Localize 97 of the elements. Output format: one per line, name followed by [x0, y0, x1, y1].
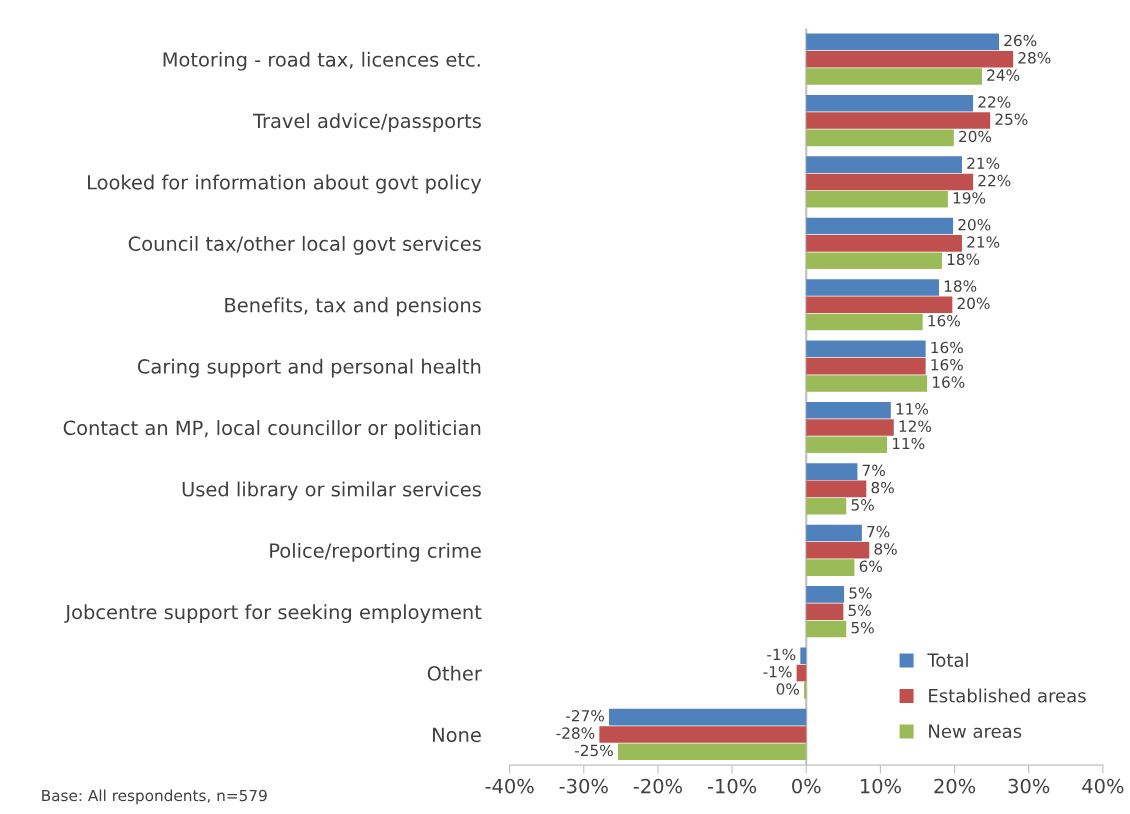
bar — [806, 173, 974, 191]
data-label: 20% — [958, 218, 991, 231]
y-tick-label: None — [433, 727, 481, 743]
bar — [806, 68, 983, 85]
x-tick-label: 20% — [934, 778, 976, 794]
bar — [609, 708, 807, 726]
data-label: -25% — [575, 744, 613, 757]
data-label: -27% — [566, 710, 604, 722]
bar — [800, 647, 807, 665]
bar — [806, 401, 891, 419]
y-tick-label: Contact an MP, local councillor or politician — [63, 420, 481, 439]
data-label: 22% — [978, 174, 1011, 187]
bar — [617, 743, 807, 761]
y-tick-label: Motoring - road tax, licences etc. — [163, 51, 480, 71]
data-label: 6% — [859, 560, 883, 573]
data-label: 26% — [1004, 34, 1037, 47]
y-tick-label: Used library or similar services — [182, 481, 481, 501]
bar — [796, 664, 807, 682]
bar — [806, 279, 939, 296]
bar — [806, 50, 1014, 68]
bar — [806, 33, 1000, 51]
data-label: 18% — [944, 280, 977, 292]
data-label: -1% — [763, 665, 792, 678]
data-label: 0% — [776, 683, 800, 695]
bar — [806, 112, 991, 129]
data-label: 5% — [849, 587, 872, 599]
legend-label: New areas — [929, 724, 1022, 739]
bar — [806, 190, 948, 208]
bar — [806, 235, 962, 252]
bar — [806, 463, 858, 480]
data-label: 5% — [851, 499, 874, 511]
data-label: -1% — [767, 648, 796, 661]
data-label: 7% — [862, 464, 885, 477]
x-tick-label: 30% — [1008, 778, 1050, 794]
data-label: -28% — [556, 727, 595, 739]
bar — [806, 559, 855, 576]
bar — [806, 480, 867, 498]
y-tick-label: Travel advice/passports — [252, 113, 481, 132]
bar — [806, 436, 888, 454]
x-tick-label: 0% — [792, 778, 821, 794]
bar — [806, 419, 894, 436]
x-tick-label: -10% — [707, 778, 757, 794]
data-label: 8% — [871, 481, 894, 494]
data-label: 11% — [892, 437, 925, 450]
x-tick-label: -40% — [485, 778, 534, 794]
bar — [806, 542, 870, 559]
bar — [806, 129, 954, 147]
bar — [806, 497, 847, 515]
bar — [806, 156, 962, 173]
x-tick-label: 10% — [860, 778, 901, 794]
legend-label: Established areas — [929, 688, 1086, 703]
data-label: 16% — [932, 376, 965, 388]
bar — [806, 357, 926, 375]
bar — [599, 726, 807, 743]
data-label: 7% — [867, 525, 890, 538]
bar — [806, 375, 928, 392]
y-tick-label: Jobcentre support for seeking employment — [64, 604, 482, 624]
x-tick-label: 40% — [1082, 778, 1124, 794]
data-label: 16% — [928, 314, 960, 327]
data-label: 24% — [987, 69, 1020, 81]
y-tick-label: Looked for information about govt policy — [88, 174, 482, 194]
y-tick-label: Police/reporting crime — [270, 542, 481, 562]
bar — [806, 586, 845, 603]
data-label: 28% — [1018, 52, 1051, 64]
bar — [806, 340, 926, 358]
bar — [806, 94, 974, 112]
y-tick-label: Caring support and personal health — [137, 358, 481, 378]
data-label: 21% — [967, 157, 1000, 170]
data-label: 16% — [931, 359, 963, 371]
bar — [806, 524, 862, 542]
data-label: 8% — [874, 543, 897, 555]
legend-label: Total — [927, 653, 968, 667]
y-tick-label: Benefits, tax and pensions — [225, 297, 481, 317]
data-label: 12% — [899, 420, 932, 432]
y-tick-label: Council tax/other local govt services — [128, 235, 481, 255]
bar — [806, 620, 847, 638]
y-tick-label: Other — [427, 665, 482, 681]
data-label: 22% — [978, 96, 1011, 108]
bar — [806, 313, 923, 331]
text: Base: All respondents, n=579 — [42, 789, 267, 805]
data-label: 16% — [931, 341, 963, 354]
data-label: 25% — [995, 113, 1028, 126]
data-label: 5% — [851, 621, 874, 634]
data-label: 20% — [959, 130, 992, 143]
x-tick-label: -30% — [559, 778, 608, 794]
data-label: 5% — [848, 604, 871, 617]
data-label: 11% — [896, 403, 929, 415]
data-label: 20% — [957, 297, 990, 310]
data-label: 21% — [967, 236, 1000, 248]
x-tick-label: -20% — [633, 778, 682, 794]
data-label: 18% — [947, 253, 980, 266]
bar — [806, 296, 953, 314]
data-label: 19% — [953, 192, 986, 204]
bar — [806, 603, 844, 620]
bar — [804, 682, 807, 699]
bar — [806, 217, 954, 235]
bar — [806, 252, 942, 269]
